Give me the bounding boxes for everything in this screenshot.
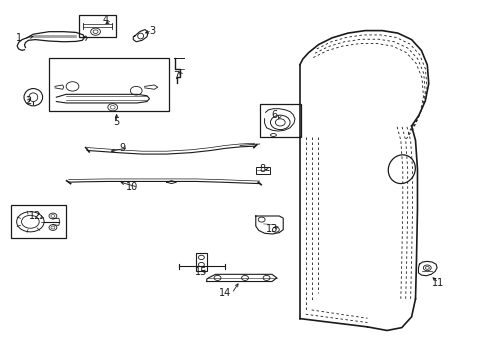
- Text: 10: 10: [126, 182, 138, 192]
- Text: 15: 15: [195, 267, 207, 277]
- Text: 14: 14: [220, 288, 232, 298]
- Bar: [79, 15, 116, 37]
- Text: 7: 7: [173, 71, 179, 81]
- Text: 8: 8: [259, 164, 265, 174]
- Text: 11: 11: [433, 278, 445, 288]
- Text: 3: 3: [149, 26, 155, 36]
- Text: 2: 2: [25, 96, 31, 106]
- Text: 5: 5: [114, 117, 120, 127]
- Text: 4: 4: [102, 15, 108, 25]
- Bar: [260, 104, 301, 137]
- Bar: [11, 205, 66, 238]
- Text: 6: 6: [271, 110, 277, 120]
- Bar: [196, 253, 207, 271]
- Text: 13: 13: [266, 224, 278, 234]
- Bar: [256, 167, 270, 174]
- Bar: [49, 58, 169, 111]
- Text: 9: 9: [120, 143, 125, 153]
- Text: 12: 12: [29, 211, 42, 221]
- Text: 1: 1: [16, 33, 22, 43]
